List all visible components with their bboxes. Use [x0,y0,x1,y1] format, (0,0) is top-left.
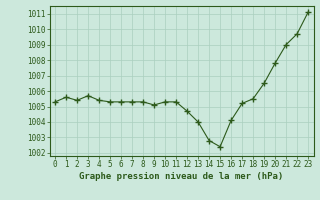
X-axis label: Graphe pression niveau de la mer (hPa): Graphe pression niveau de la mer (hPa) [79,172,284,181]
